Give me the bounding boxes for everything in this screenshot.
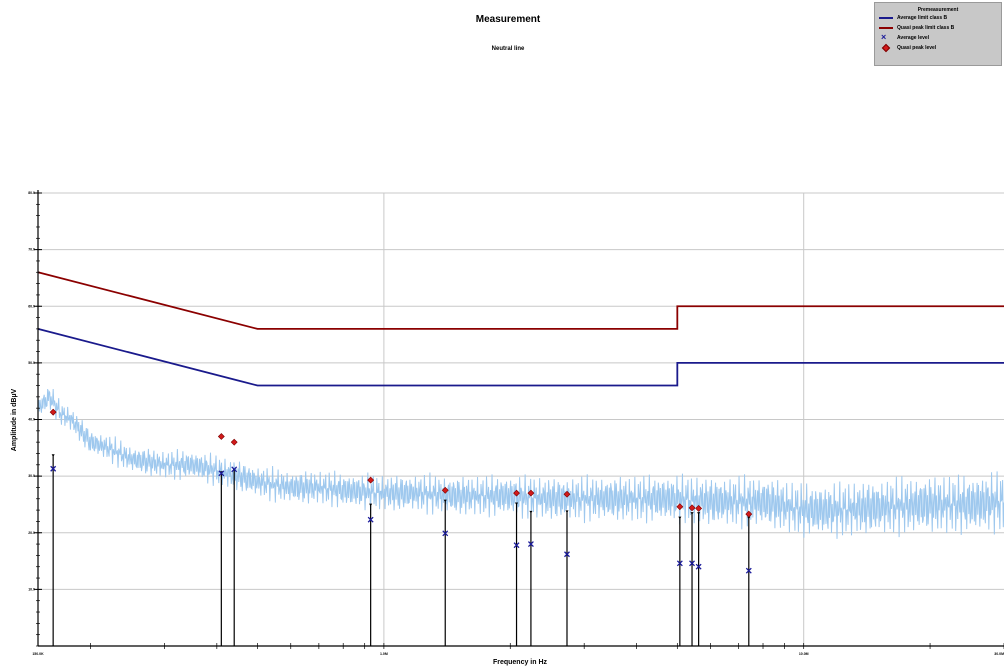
average-marker-stroke	[367, 516, 374, 523]
level-stem-head	[697, 512, 701, 516]
legend-swatch-average-limit	[879, 14, 893, 22]
average-marker-stroke	[50, 465, 57, 472]
average-marker	[527, 541, 534, 548]
x-tick-label: 150.0K	[32, 652, 44, 656]
average-marker-stroke	[442, 530, 449, 537]
grid	[38, 192, 1004, 646]
average-marker	[367, 516, 374, 523]
legend-label: Quasi peak level	[897, 45, 937, 51]
legend-label: Quasi peak limit class B	[897, 25, 955, 31]
x-tick-label: 30.0M	[994, 652, 1004, 656]
average-marker-stroke	[564, 551, 570, 558]
x-tick-label: 1.0M	[380, 652, 388, 656]
y-tick-label: 10.0	[28, 587, 35, 591]
average-marker	[50, 465, 57, 472]
quasi-peak-marker	[230, 438, 238, 446]
legend-label: Average level	[897, 35, 930, 41]
legend-item-average-level: × Average level	[879, 32, 930, 42]
series-group	[37, 271, 1004, 539]
quasi-peak-marker	[676, 503, 684, 511]
quasi-peak-marker	[563, 490, 571, 498]
average-marker	[218, 470, 225, 477]
average-marker	[513, 542, 520, 549]
quasi-peak-marker	[745, 510, 753, 518]
legend: Premeasurement Average limit class B Qua…	[874, 2, 1002, 66]
quasi-peak-marker	[49, 408, 57, 416]
chart-title: Measurement	[476, 14, 541, 25]
x-axis-label: Frequency in Hz	[493, 659, 548, 666]
tick-labels: 10.0 20.0 30.0 40.0 50.0 60.0 70.0 80.0 150.0K 1.…	[28, 191, 1004, 656]
series-line-quasi-peak-limit-class-b	[37, 271, 1004, 330]
level-markers	[49, 408, 753, 574]
legend-swatch-quasi-peak-limit	[879, 24, 893, 32]
average-marker	[231, 466, 238, 473]
series-line-premeasurement	[37, 388, 1004, 539]
legend-label: Average limit class B	[897, 15, 948, 21]
quasi-peak-marker	[367, 476, 375, 484]
average-marker-stroke	[689, 560, 695, 567]
average-marker	[676, 560, 683, 567]
level-stem-head	[51, 454, 55, 458]
average-marker-stroke	[676, 560, 683, 567]
quasi-peak-marker	[513, 489, 520, 497]
average-marker	[442, 530, 449, 537]
average-marker-stroke	[231, 466, 238, 473]
average-marker-stroke	[218, 470, 225, 477]
level-stem-head	[690, 512, 694, 516]
y-tick-label: 60.0	[28, 304, 35, 308]
y-tick-label: 20.0	[28, 531, 35, 535]
legend-title: Premeasurement	[917, 7, 959, 13]
average-marker-stroke	[527, 541, 534, 548]
level-stem-head	[515, 502, 519, 506]
legend-x-marker-icon: ×	[881, 32, 887, 42]
axes	[34, 190, 1004, 649]
level-stem-head	[565, 510, 569, 514]
average-marker	[689, 560, 695, 567]
average-marker	[695, 563, 702, 570]
level-stem-head	[747, 516, 751, 520]
y-tick-label: 30.0	[28, 474, 35, 478]
level-stem-head	[529, 510, 533, 514]
chart-subtitle: Neutral line	[492, 46, 525, 52]
level-stem-head	[678, 516, 682, 520]
y-tick-label: 40.0	[28, 418, 35, 422]
y-axis-label: Amplitude in dBµV	[11, 388, 18, 451]
series-line-average-limit-class-b	[37, 328, 1004, 387]
legend-item-average-limit: Average limit class B	[879, 14, 947, 22]
y-tick-label: 50.0	[28, 361, 35, 365]
y-tick-label: 70.0	[28, 248, 35, 252]
average-marker-stroke	[695, 563, 702, 570]
quasi-peak-marker	[527, 489, 535, 497]
quasi-peak-marker	[441, 486, 449, 494]
x-tick-label: 10.0M	[799, 652, 809, 656]
average-marker	[564, 551, 570, 558]
level-stem-head	[369, 503, 373, 507]
level-stem-head	[443, 499, 447, 503]
average-marker-stroke	[745, 567, 752, 574]
quasi-peak-marker	[695, 504, 703, 512]
y-tick-label: 80.0	[28, 191, 35, 195]
level-stems	[51, 454, 751, 646]
legend-item-quasi-peak-limit: Quasi peak limit class B	[879, 24, 954, 32]
legend-item-quasi-peak-level: Quasi peak level	[879, 43, 937, 53]
quasi-peak-marker	[217, 433, 225, 440]
average-marker-stroke	[513, 542, 520, 549]
legend-diamond-marker-icon	[879, 43, 893, 53]
quasi-peak-marker	[688, 504, 696, 512]
average-marker	[745, 567, 752, 574]
